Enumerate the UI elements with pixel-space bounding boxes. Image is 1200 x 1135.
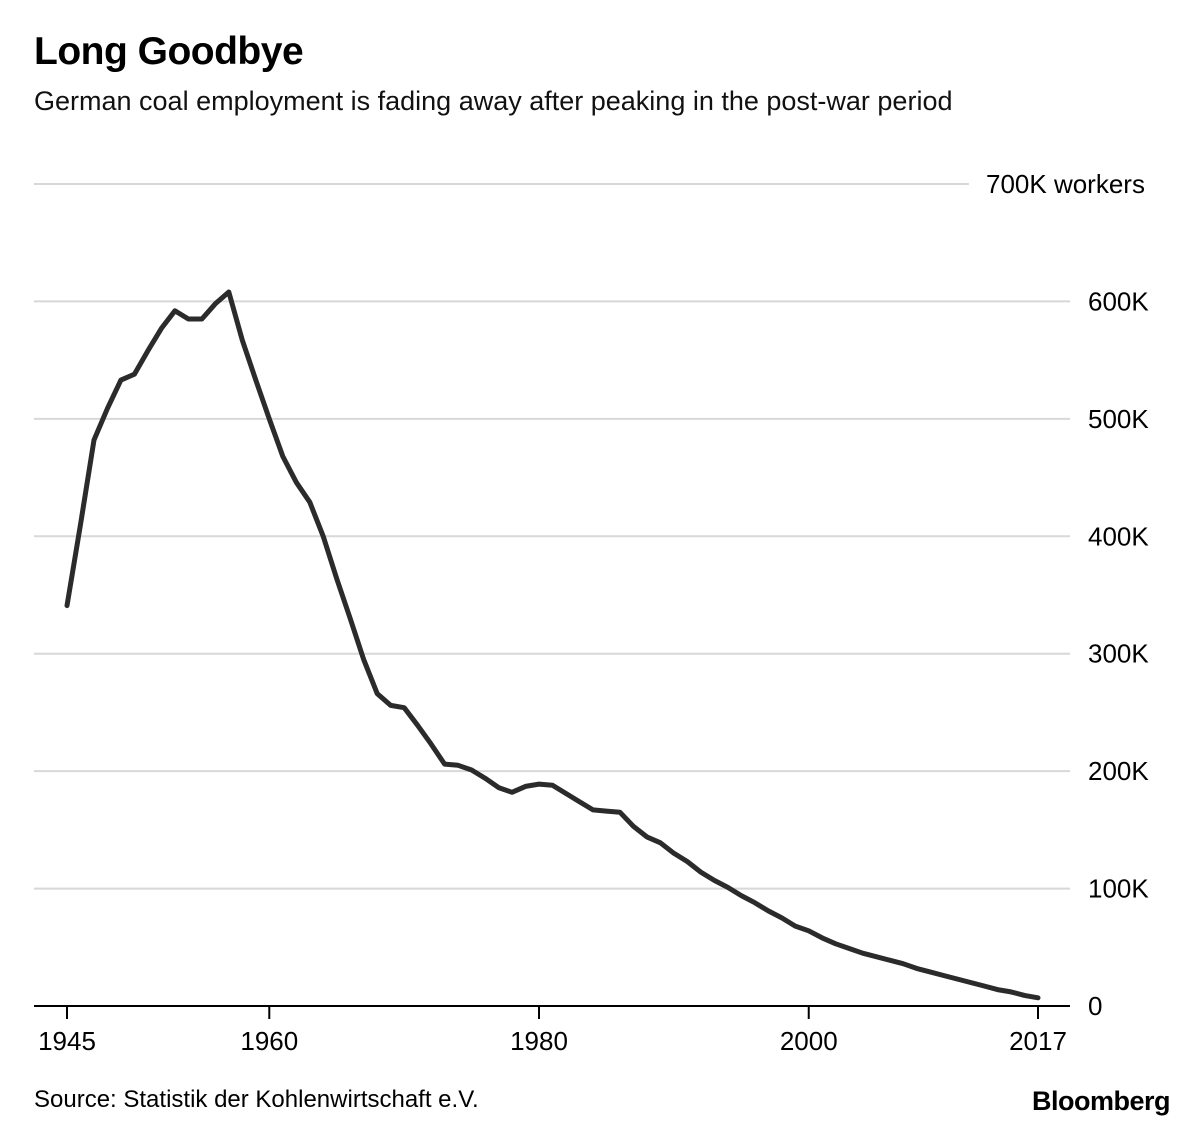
y-tick-label-400k: 400K — [1088, 521, 1149, 551]
chart-title: Long Goodbye — [34, 30, 304, 73]
y-tick-label-0k: 0 — [1088, 991, 1102, 1021]
y-tick-label-700k: 700K workers — [986, 169, 1145, 199]
bloomberg-logo: Bloomberg — [1031, 1086, 1171, 1116]
x-tick-label-1960: 1960 — [240, 1026, 298, 1056]
y-tick-label-600k: 600K — [1088, 286, 1149, 316]
y-tick-label-500k: 500K — [1088, 404, 1149, 434]
x-tick-label-1945: 1945 — [38, 1026, 96, 1056]
x-tick-label-1980: 1980 — [510, 1026, 568, 1056]
y-tick-label-300k: 300K — [1088, 639, 1149, 669]
chart-subtitle: German coal employment is fading away af… — [34, 86, 953, 116]
y-tick-label-200k: 200K — [1088, 756, 1149, 786]
source-note: Source: Statistik der Kohlenwirtschaft e… — [34, 1086, 479, 1113]
y-tick-label-100k: 100K — [1088, 874, 1149, 904]
x-tick-label-2017: 2017 — [1009, 1026, 1067, 1056]
x-tick-label-2000: 2000 — [780, 1026, 838, 1056]
employment-line-series — [64, 289, 1041, 1001]
